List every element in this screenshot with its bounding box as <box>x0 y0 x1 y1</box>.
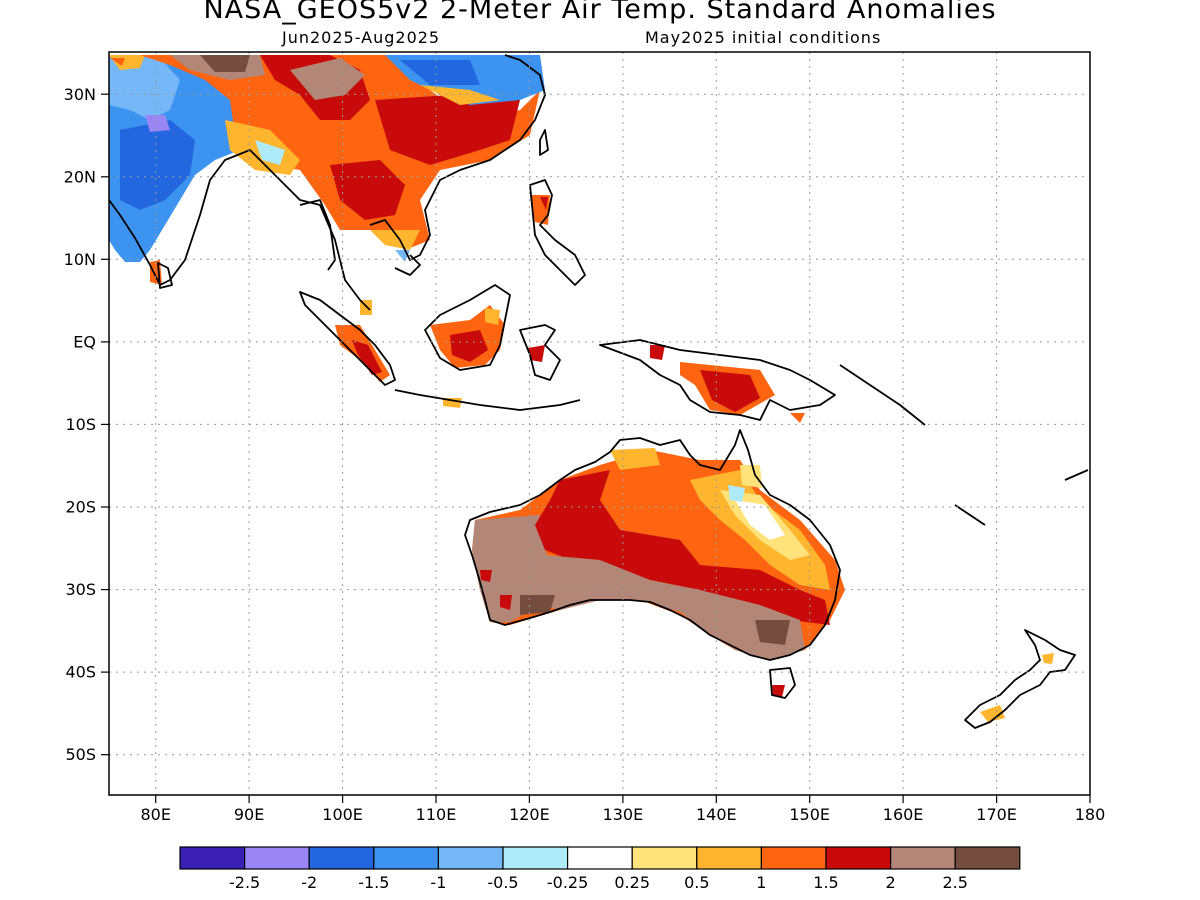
forecast-period: Jun2025-Aug2025 <box>282 28 441 47</box>
longitude-labels: 80E 90E 100E 110E 120E 130E 140E 150E 16… <box>140 805 1105 824</box>
anomaly-sulawesi <box>528 345 545 362</box>
legend-swatch <box>696 846 762 870</box>
legend-swatch <box>373 846 439 870</box>
legend-swatch <box>437 846 504 870</box>
lon-label: 170E <box>976 805 1017 824</box>
legend-label: -0.25 <box>547 873 588 892</box>
legend-swatch <box>502 846 569 870</box>
lon-label: 150E <box>789 805 830 824</box>
lon-label: 140E <box>696 805 737 824</box>
lon-label: 90E <box>234 805 264 824</box>
axis-ticks <box>101 93 1091 803</box>
lon-label: 130E <box>603 805 644 824</box>
legend-swatch <box>244 846 310 870</box>
legend-swatch <box>889 846 956 870</box>
anomaly-new-guinea <box>650 345 805 423</box>
lat-label: 30S <box>65 580 96 599</box>
lon-label: 120E <box>509 805 550 824</box>
legend-swatch <box>631 846 698 870</box>
map-border <box>108 51 1091 796</box>
latitude-labels: 30N 20N 10N EQ 10S 20S 30S 40S 50S <box>64 85 96 764</box>
lat-label: 10N <box>64 250 96 269</box>
map-title: NASA_GEOS5v2 2-Meter Air Temp. Standard … <box>203 0 997 25</box>
initial-conditions: May2025 initial conditions <box>645 28 882 47</box>
lon-label: 160E <box>883 805 924 824</box>
coastlines <box>109 54 1089 729</box>
lat-label: 10S <box>65 415 96 434</box>
map-frame <box>101 51 1091 803</box>
legend-label: 1 <box>756 873 766 892</box>
legend-label: -1 <box>430 873 446 892</box>
lat-label: 20N <box>64 168 96 187</box>
lon-label: 110E <box>416 805 457 824</box>
legend-label: 2 <box>886 873 896 892</box>
anomaly-east-asia <box>140 55 545 262</box>
legend-swatch <box>566 846 633 870</box>
legend-swatch <box>179 846 246 870</box>
lat-label: 50S <box>65 745 96 764</box>
color-legend: -2.5 -2 -1.5 -1 -0.5 -0.25 0.25 0.5 1 1.… <box>179 846 1021 892</box>
legend-label: 1.5 <box>813 873 838 892</box>
legend-label: 2.5 <box>942 873 967 892</box>
lon-label: 180 <box>1075 805 1106 824</box>
gridlines <box>109 52 1090 795</box>
legend-label: -0.5 <box>487 873 518 892</box>
legend-label: -2.5 <box>229 873 260 892</box>
legend-label: 0.25 <box>614 873 650 892</box>
legend-swatch <box>308 846 375 870</box>
legend-swatch <box>954 846 1021 870</box>
legend-swatch <box>825 846 892 870</box>
lon-label: 80E <box>140 805 170 824</box>
legend-label: -2 <box>301 873 317 892</box>
lat-label: 20S <box>65 498 96 517</box>
lat-label: 30N <box>64 85 96 104</box>
lon-label: 100E <box>322 805 363 824</box>
legend-label: -1.5 <box>358 873 389 892</box>
legend-swatch <box>760 846 827 870</box>
legend-label: 0.5 <box>684 873 709 892</box>
lat-label: EQ <box>73 333 96 352</box>
lat-label: 40S <box>65 663 96 682</box>
anomaly-borneo <box>430 305 505 368</box>
anomaly-new-zealand <box>980 653 1054 722</box>
anomaly-india <box>109 55 250 285</box>
